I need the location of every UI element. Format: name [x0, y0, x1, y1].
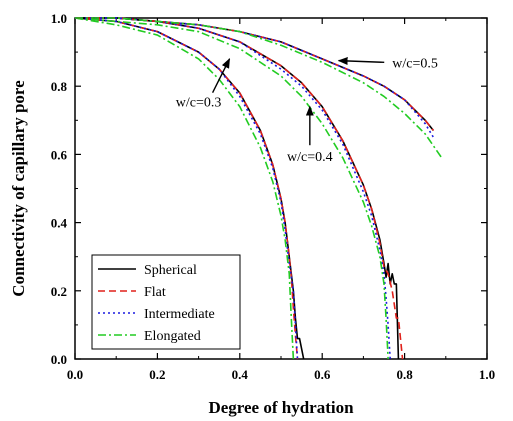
series-intermediate-04	[75, 17, 391, 360]
y-tick-label: 0.6	[51, 147, 68, 162]
y-tick-label: 0.0	[51, 352, 67, 367]
axes: 0.0 0.2 0.4 0.6 0.8 1.0 0.0 0.2 0.4 0.6 0.8 1.0	[51, 11, 495, 382]
legend-box	[91, 254, 241, 350]
annotation-label: w/c=0.4	[287, 150, 333, 165]
y-tick-label: 1.0	[51, 11, 67, 26]
y-tick-label: 0.4	[51, 216, 68, 231]
annotations: w/c=0.3 w/c=0.4 w/c=0.5	[176, 56, 438, 165]
x-tick-label: 1.0	[479, 367, 495, 382]
x-tick-label: 0.0	[67, 367, 83, 382]
x-tick-label: 0.2	[149, 367, 165, 382]
legend-label-flat: Flat	[144, 285, 166, 300]
annotation-label: w/c=0.3	[176, 96, 222, 111]
y-tick-label: 0.8	[51, 79, 68, 94]
series-layer	[74, 17, 443, 360]
x-tick-label: 0.4	[232, 367, 249, 382]
series-elongated-05	[75, 17, 443, 159]
series-flat-03	[74, 17, 299, 360]
annotation-arrow	[211, 58, 231, 93]
y-tick-label: 0.2	[51, 284, 67, 299]
annotation-arrow	[337, 56, 385, 65]
legend: Spherical Flat Intermediate Elongated	[91, 254, 241, 350]
x-axis-title: Degree of hydration	[208, 398, 354, 417]
legend-label-elongated: Elongated	[144, 329, 201, 344]
legend-label-intermediate: Intermediate	[144, 307, 215, 322]
annotation-label: w/c=0.5	[392, 56, 438, 71]
series-flat-04	[75, 17, 404, 360]
series-elongated-03	[74, 17, 295, 360]
y-axis-title: Connectivity of capillary pore	[9, 80, 28, 297]
series-elongated-04	[74, 17, 389, 360]
x-tick-label: 0.6	[314, 367, 331, 382]
x-tick-label: 0.8	[396, 367, 413, 382]
legend-label-spherical: Spherical	[144, 263, 197, 278]
